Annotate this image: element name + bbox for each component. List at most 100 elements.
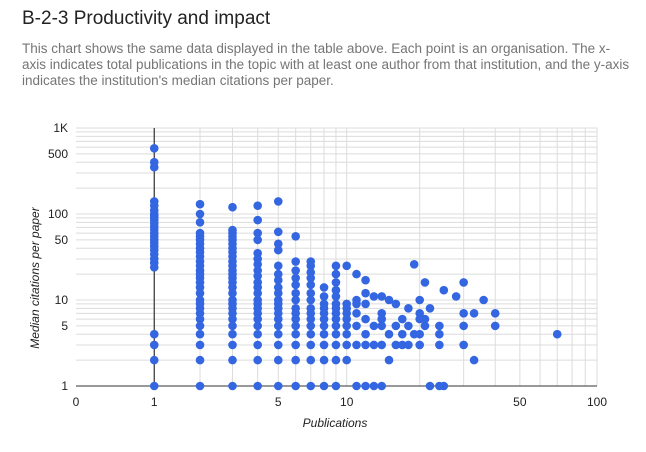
data-point (291, 295, 300, 305)
y-tick-label: 50 (55, 233, 69, 247)
data-point (331, 381, 341, 391)
data-point (331, 269, 341, 279)
data-point (342, 321, 351, 331)
data-point (291, 273, 300, 283)
data-point (377, 321, 387, 331)
x-tick-label: 50 (513, 395, 527, 409)
data-point (195, 355, 205, 365)
data-point (291, 355, 300, 365)
data-point (459, 340, 468, 350)
data-point (342, 314, 351, 324)
data-point (253, 215, 262, 225)
data-point (149, 162, 159, 172)
data-point (149, 355, 159, 365)
data-point (149, 381, 159, 391)
data-point (306, 314, 316, 324)
data-point (306, 261, 316, 271)
data-point (361, 329, 370, 339)
data-point (195, 199, 205, 209)
data-point (459, 278, 468, 287)
data-point (369, 340, 379, 350)
data-point (306, 295, 316, 305)
data-point (291, 232, 300, 241)
data-point (273, 340, 283, 350)
data-point (306, 288, 316, 298)
x-tick-label: 100 (587, 395, 607, 409)
data-point (228, 288, 237, 298)
x-tick-label: 10 (340, 395, 354, 409)
data-point (384, 295, 394, 305)
data-point (149, 144, 159, 153)
data-point (331, 285, 341, 295)
data-point (331, 355, 341, 365)
data-point (253, 235, 262, 245)
data-point (352, 381, 361, 391)
data-point (195, 288, 205, 298)
data-point (404, 304, 413, 313)
data-point (469, 355, 479, 365)
data-point (397, 314, 407, 324)
data-point (195, 314, 205, 324)
chart-description: This chart shows the same data displayed… (22, 41, 630, 88)
data-point (352, 321, 361, 331)
data-point (273, 288, 283, 298)
data-point (404, 321, 413, 331)
data-point (397, 329, 407, 339)
data-point (369, 321, 379, 331)
data-point (331, 329, 341, 339)
data-point (228, 381, 237, 391)
data-point (459, 321, 468, 331)
data-point (391, 321, 401, 331)
data-point (490, 309, 500, 318)
data-point (306, 340, 316, 350)
data-point (273, 197, 283, 206)
data-point (195, 321, 205, 331)
y-tick-label: 1K (53, 121, 68, 135)
data-point (384, 355, 394, 365)
data-point (253, 340, 262, 350)
data-point (420, 278, 430, 287)
data-point (273, 269, 283, 279)
data-point (331, 261, 341, 271)
data-point (377, 381, 387, 391)
data-point (253, 329, 262, 339)
data-point (291, 280, 300, 290)
data-point (195, 340, 205, 350)
data-point (306, 355, 316, 365)
data-point (228, 329, 237, 339)
data-point (377, 340, 387, 350)
x-tick-labels: 0 1 5 10 50 100 (73, 395, 608, 409)
data-point (228, 340, 237, 350)
data-point (361, 275, 370, 285)
data-point (291, 329, 300, 339)
y-tick-label: 500 (48, 147, 68, 161)
data-point (425, 381, 435, 391)
data-point (291, 314, 300, 324)
data-point (319, 329, 329, 339)
page-title: B-2-3 Productivity and impact (22, 8, 271, 29)
data-point (352, 269, 361, 279)
data-point (420, 314, 430, 324)
data-point (253, 288, 262, 298)
data-point (319, 292, 329, 301)
data-point (273, 381, 283, 391)
data-point (319, 283, 329, 292)
data-point (369, 381, 379, 391)
data-point (384, 329, 394, 339)
data-point (253, 228, 262, 238)
y-tick-labels: 1 5 10 50 100 500 1K (48, 121, 68, 393)
data-point (361, 299, 370, 309)
data-point (273, 355, 283, 365)
data-point (149, 329, 159, 339)
data-point (352, 299, 361, 309)
data-point (404, 340, 413, 350)
data-point (273, 227, 283, 237)
data-point (319, 355, 329, 365)
data-point (291, 321, 300, 331)
data-point (253, 314, 262, 324)
y-axis-title: Median citations per paper (28, 206, 42, 348)
data-point (439, 381, 449, 391)
data-point (253, 271, 262, 281)
data-point (273, 314, 283, 324)
